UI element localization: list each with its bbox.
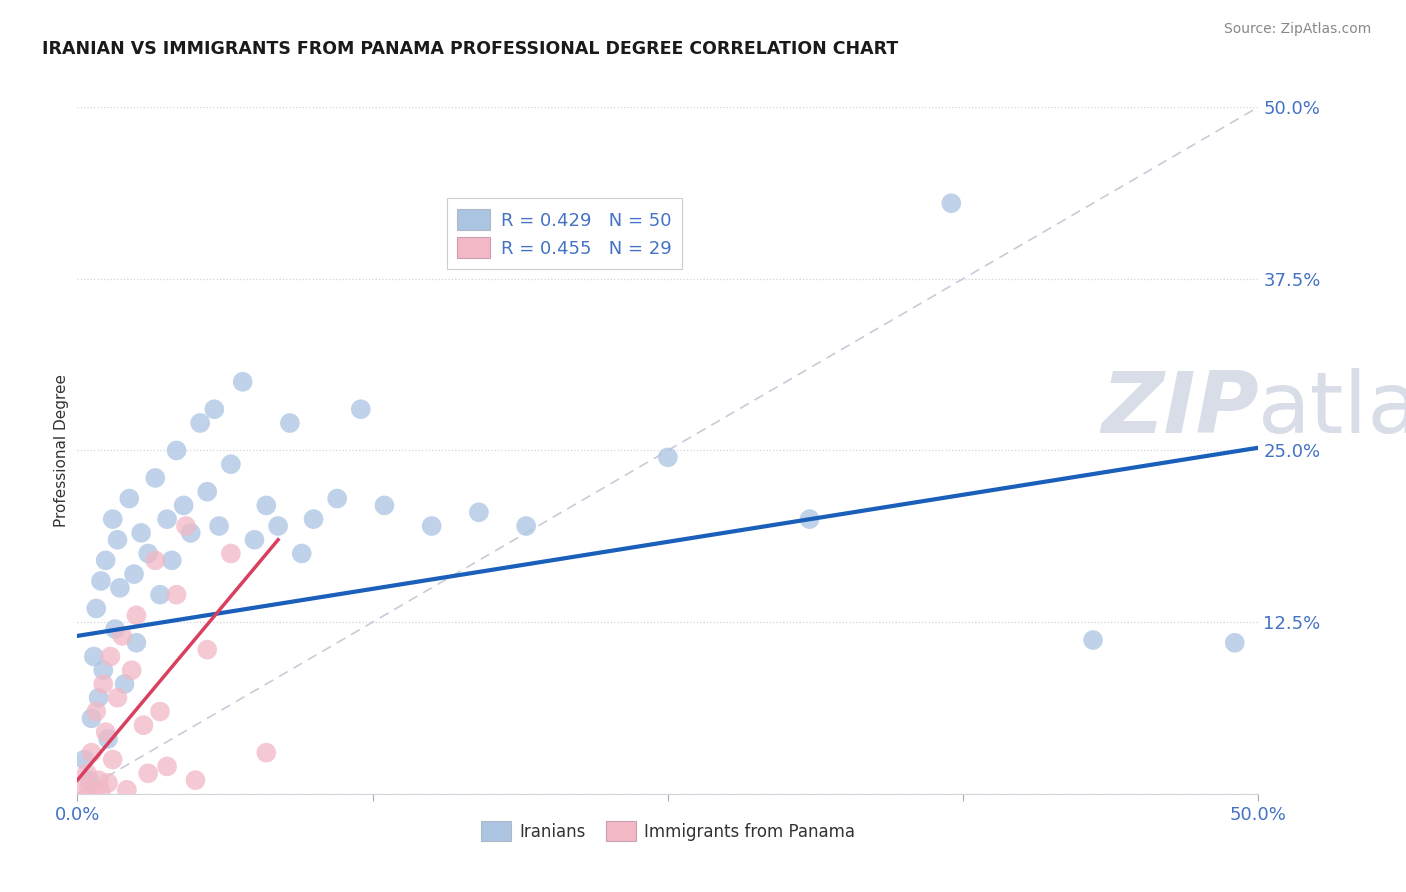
Point [195, 642, 218, 657]
Point [115, 782, 138, 797]
Point [208, 519, 231, 533]
Point [125, 636, 148, 650]
Point [941, 196, 963, 211]
Y-axis label: Professional Degree: Professional Degree [53, 374, 69, 527]
Point [799, 512, 821, 526]
Point [254, 746, 277, 760]
Point [420, 519, 443, 533]
Point [83, 649, 105, 664]
Point [1223, 636, 1246, 650]
Point [97, 731, 120, 746]
Point [291, 546, 314, 561]
Point [149, 588, 172, 602]
Point [90, 784, 112, 798]
Point [515, 519, 537, 533]
Point [278, 416, 301, 430]
Point [100, 649, 122, 664]
Point [101, 753, 124, 767]
Point [73, 780, 96, 794]
Point [94, 553, 117, 567]
Point [219, 457, 242, 471]
Point [76, 766, 98, 780]
Text: Source: ZipAtlas.com: Source: ZipAtlas.com [1223, 22, 1371, 37]
Point [136, 766, 159, 780]
Point [122, 567, 145, 582]
Point [73, 753, 96, 767]
Point [111, 629, 134, 643]
Point [219, 546, 242, 561]
Point [107, 690, 129, 705]
Point [129, 525, 152, 540]
Point [101, 512, 124, 526]
Point [156, 759, 179, 773]
Point [84, 601, 107, 615]
Text: atlas: atlas [1258, 368, 1406, 450]
Point [160, 553, 183, 567]
Text: IRANIAN VS IMMIGRANTS FROM PANAMA PROFESSIONAL DEGREE CORRELATION CHART: IRANIAN VS IMMIGRANTS FROM PANAMA PROFES… [42, 40, 898, 58]
Point [267, 519, 290, 533]
Point [326, 491, 349, 506]
Point [114, 677, 136, 691]
Point [232, 375, 254, 389]
Point [108, 581, 131, 595]
Point [125, 608, 148, 623]
Point [143, 471, 166, 485]
Point [97, 776, 120, 790]
Point [80, 746, 103, 760]
Point [350, 402, 373, 417]
Point [243, 533, 266, 547]
Point [195, 484, 218, 499]
Point [132, 718, 155, 732]
Point [184, 773, 207, 788]
Point [180, 525, 202, 540]
Point [94, 725, 117, 739]
Point [83, 784, 105, 798]
Point [91, 663, 114, 677]
Point [202, 402, 225, 417]
Point [118, 491, 141, 506]
Point [1081, 633, 1104, 648]
Point [657, 450, 679, 465]
Point [104, 622, 127, 636]
Point [143, 553, 166, 567]
Point [84, 705, 107, 719]
Point [254, 499, 277, 513]
Point [91, 677, 114, 691]
Point [166, 443, 188, 458]
Point [302, 512, 325, 526]
Point [77, 773, 100, 788]
Point [136, 546, 159, 561]
Legend: Iranians, Immigrants from Panama: Iranians, Immigrants from Panama [474, 814, 862, 847]
Point [373, 499, 395, 513]
Point [166, 588, 188, 602]
Point [107, 533, 129, 547]
Point [156, 512, 179, 526]
Point [90, 574, 112, 588]
Point [87, 773, 110, 788]
Point [468, 505, 491, 519]
Point [188, 416, 211, 430]
Point [149, 705, 172, 719]
Point [173, 499, 195, 513]
Point [77, 782, 100, 797]
Point [80, 711, 103, 725]
Point [174, 519, 197, 533]
Point [87, 690, 110, 705]
Point [121, 663, 143, 677]
Text: ZIP: ZIP [1101, 368, 1258, 450]
